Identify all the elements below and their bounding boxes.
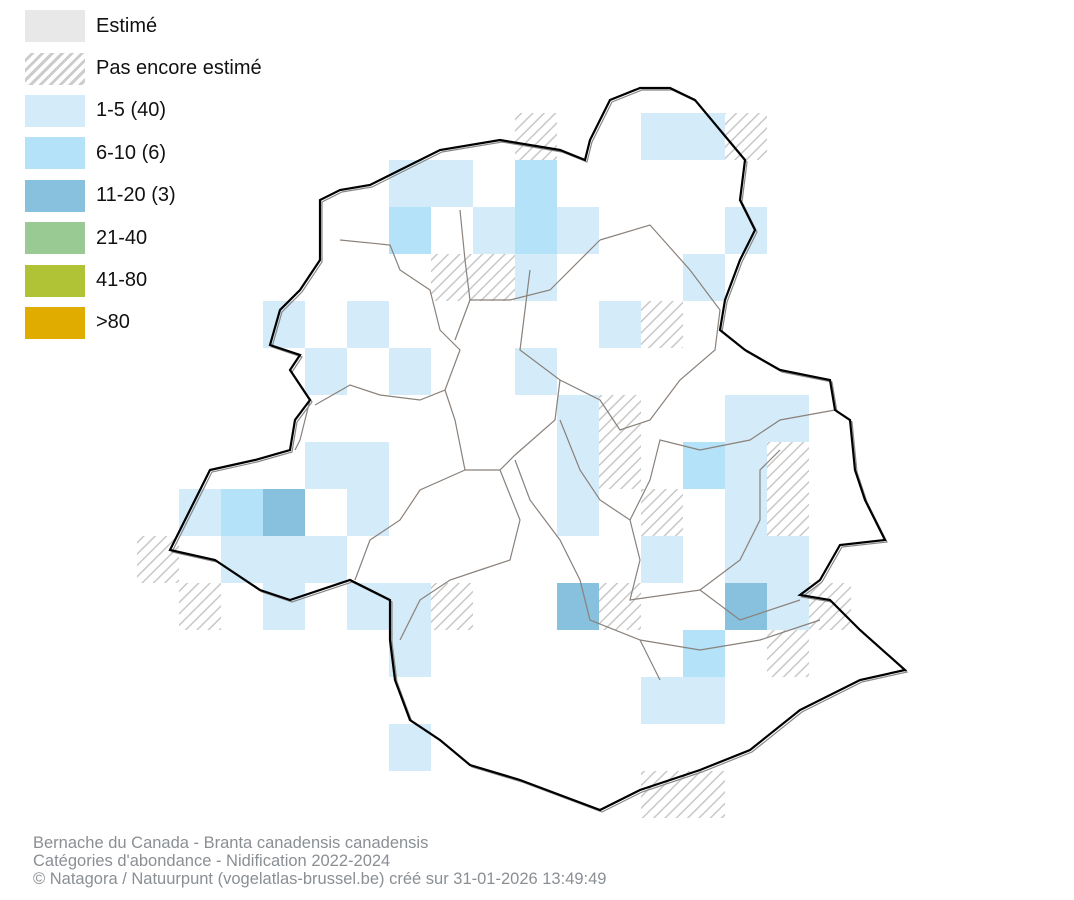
legend-label: 1-5 (40): [96, 99, 167, 122]
grid-cell-c1-5: [389, 160, 431, 207]
legend-item: 1-5 (40): [25, 90, 262, 132]
grid-cell-c1-5: [389, 724, 431, 771]
grid-cell-c1-5: [557, 207, 599, 254]
grid-cell-c6-10: [683, 630, 725, 677]
grid-cell-hatch: [767, 489, 809, 536]
grid-cell-c1-5: [725, 489, 767, 536]
grid-cells: [137, 113, 851, 818]
grid-cell-c1-5: [221, 536, 263, 583]
grid-cell-c1-5: [683, 677, 725, 724]
grid-cell-hatch: [641, 489, 683, 536]
grid-cell-hatch: [599, 583, 641, 630]
grid-cell-c1-5: [473, 207, 515, 254]
legend-swatch: [25, 306, 85, 339]
grid-cell-c1-5: [305, 348, 347, 395]
legend-item: 11-20 (3): [25, 175, 262, 217]
grid-cell-hatch: [599, 395, 641, 442]
grid-cell-c1-5: [305, 442, 347, 489]
grid-cell-c1-5: [767, 583, 809, 630]
species-title: Bernache du Canada - Branta canadensis c…: [33, 834, 429, 852]
grid-cell-hatch: [725, 113, 767, 160]
legend-item: 41-80: [25, 259, 262, 301]
commune-borders: [294, 209, 836, 681]
legend-swatch: [25, 222, 85, 255]
grid-cell-c1-5: [683, 254, 725, 301]
grid-cell-hatch: [683, 771, 725, 818]
grid-cell-c1-5: [263, 583, 305, 630]
legend-item: Pas encore estimé: [25, 47, 262, 89]
legend-swatch: [25, 10, 85, 43]
legend-label: 41-80: [96, 269, 148, 292]
grid-cell-c6-10: [515, 207, 557, 254]
legend-label: 6-10 (6): [96, 141, 167, 164]
grid-cell-c6-10: [515, 160, 557, 207]
grid-cell-hatch: [515, 113, 557, 160]
legend-label: >80: [96, 311, 130, 334]
legend-swatch: [25, 179, 85, 212]
legend-swatch: [25, 264, 85, 297]
grid-cell-c6-10: [683, 442, 725, 489]
grid-cell-c1-5: [347, 583, 389, 630]
grid-cell-hatch: [767, 630, 809, 677]
legend-item: 21-40: [25, 217, 262, 259]
legend-swatch: [25, 137, 85, 170]
grid-cell-hatch: [179, 583, 221, 630]
grid-cell-hatch: [641, 301, 683, 348]
copyright: © Natagora / Natuurpunt (vogelatlas-brus…: [33, 870, 607, 888]
grid-cell-c1-5: [641, 113, 683, 160]
grid-cell-c1-5: [725, 536, 767, 583]
legend-label: Estimé: [96, 14, 158, 37]
legend-label: Pas encore estimé: [96, 57, 262, 80]
map-footer: Bernache du Canada - Branta canadensis c…: [33, 834, 607, 888]
grid-cell-c1-5: [683, 113, 725, 160]
grid-cell-hatch: [809, 583, 851, 630]
legend-swatch: [25, 52, 85, 85]
legend-label: 21-40: [96, 226, 148, 249]
legend-label: 11-20 (3): [96, 184, 176, 207]
legend-swatch: [25, 94, 85, 127]
grid-cell-c1-5: [347, 489, 389, 536]
grid-cell-c1-5: [263, 301, 305, 348]
grid-cell-c1-5: [305, 536, 347, 583]
grid-cell-c11-20: [263, 489, 305, 536]
legend-item: Estimé: [25, 5, 262, 47]
grid-cell-c11-20: [725, 583, 767, 630]
grid-cell-hatch: [599, 442, 641, 489]
legend-item: >80: [25, 302, 262, 344]
grid-cell-c1-5: [347, 301, 389, 348]
grid-cell-hatch: [431, 583, 473, 630]
grid-cell-c1-5: [515, 348, 557, 395]
grid-cell-c1-5: [389, 348, 431, 395]
grid-cell-c1-5: [347, 442, 389, 489]
legend: Estimé Pas encore estimé 1-5 (40) 6-10 (6) 1…: [25, 5, 262, 344]
grid-cell-c1-5: [725, 442, 767, 489]
grid-cell-hatch: [473, 254, 515, 301]
grid-cell-c11-20: [557, 583, 599, 630]
grid-cell-c1-5: [641, 677, 683, 724]
grid-cell-c1-5: [389, 583, 431, 630]
grid-cell-c1-5: [263, 536, 305, 583]
grid-cell-c1-5: [557, 395, 599, 442]
grid-cell-hatch: [431, 254, 473, 301]
region-outline: [168, 86, 908, 812]
grid-cell-hatch: [767, 442, 809, 489]
grid-cell-c1-5: [557, 489, 599, 536]
grid-cell-c1-5: [599, 301, 641, 348]
grid-cell-c1-5: [431, 160, 473, 207]
legend-item: 6-10 (6): [25, 132, 262, 174]
grid-cell-c6-10: [221, 489, 263, 536]
grid-cell-c1-5: [641, 536, 683, 583]
grid-cell-c6-10: [389, 207, 431, 254]
grid-cell-c1-5: [767, 536, 809, 583]
grid-cell-c1-5: [725, 395, 767, 442]
map-subtitle: Catégories d'abondance - Nidification 20…: [33, 852, 391, 870]
